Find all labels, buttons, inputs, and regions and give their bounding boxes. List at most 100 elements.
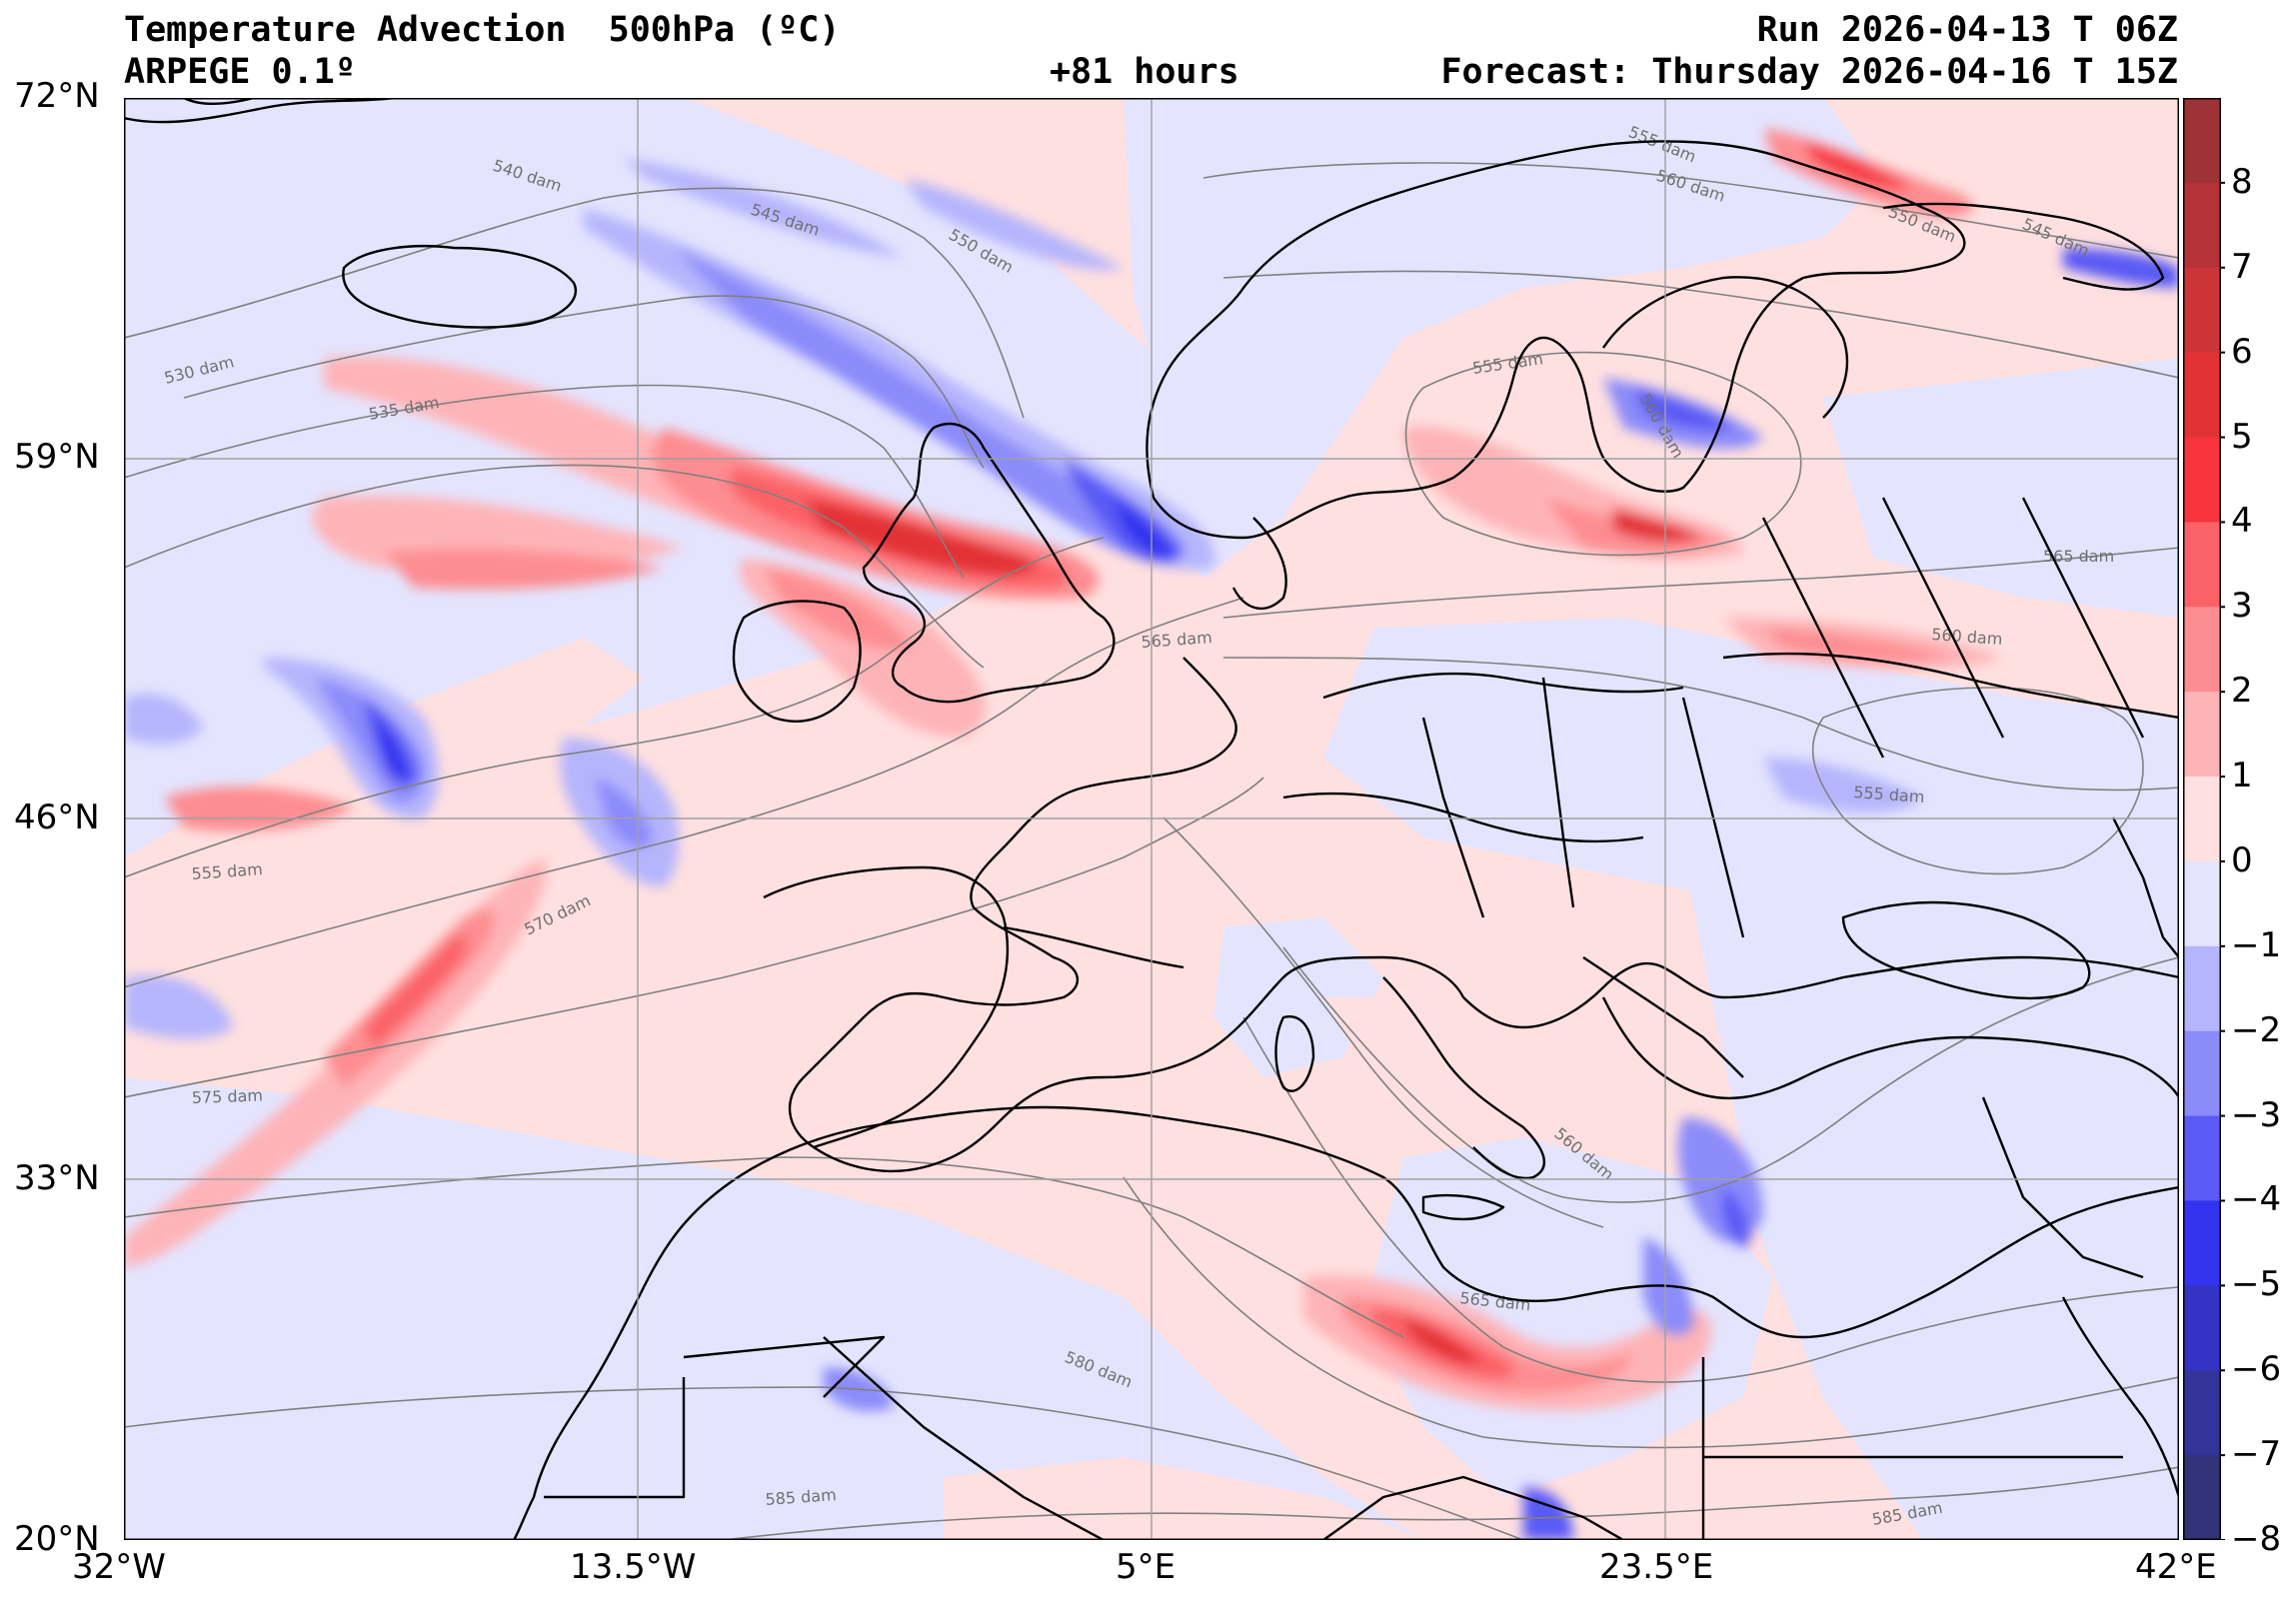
warm-band-british-isles xyxy=(312,356,1100,738)
west-sahara-coast xyxy=(512,1286,646,1540)
contour-label: 585 dam xyxy=(765,1485,837,1509)
colorbar-swatch xyxy=(2183,607,2221,693)
geopotential-contours xyxy=(124,162,2179,1540)
colorbar-tick-label: 5 xyxy=(2231,416,2253,457)
colorbar-tick-label: −6 xyxy=(2231,1349,2282,1390)
colorbar-swatch xyxy=(2183,522,2221,608)
lead-time: +81 hours xyxy=(1050,52,1239,92)
eastern-europe-4 xyxy=(2021,497,2145,739)
colorbar-tick-label: −3 xyxy=(2231,1094,2282,1135)
ireland xyxy=(732,600,862,723)
algeria-mali-border xyxy=(823,1336,1105,1540)
colorbar-tick-label: −2 xyxy=(2231,1009,2282,1050)
colorbar-tick-label: −8 xyxy=(2231,1519,2282,1559)
colorbar-tick-label: −1 xyxy=(2231,924,2282,965)
contour-label: 565 dam xyxy=(2043,547,2114,566)
iberia xyxy=(763,865,1010,1149)
coastlines xyxy=(124,98,2179,1540)
colorbar-swatch xyxy=(2183,692,2221,778)
cold-band-north-sea xyxy=(584,158,1215,570)
cold-band-atlantic xyxy=(124,658,679,1039)
finland-russia xyxy=(1602,276,1849,419)
colorbar-swatch xyxy=(2183,1030,2221,1117)
western-europe xyxy=(789,657,2179,1173)
colorbar-swatch xyxy=(2183,352,2221,439)
advection-map: 540 dam 545 dam 550 dam 530 dam 535 dam … xyxy=(124,98,2179,1540)
colorbar-tick-label: −4 xyxy=(2231,1179,2282,1220)
lon-label: 13.5°W xyxy=(570,1547,697,1587)
kola xyxy=(1882,202,2165,291)
lon-label: 5°E xyxy=(1116,1547,1176,1587)
middle-east xyxy=(1981,1096,2144,1279)
denmark xyxy=(1231,517,1287,610)
model-name: ARPEGE 0.1º xyxy=(124,52,356,92)
lat-label: 59°N xyxy=(14,437,100,477)
colorbar-frame xyxy=(2183,98,2221,1540)
contour-label: 565 dam xyxy=(1141,628,1212,652)
iceland xyxy=(342,245,578,329)
central-europe-2 xyxy=(1282,792,1644,843)
greenland-coast xyxy=(124,98,395,124)
colorbar-swatch xyxy=(2183,1115,2221,1201)
lon-label: 42°E xyxy=(2135,1547,2217,1587)
mauritania-border xyxy=(544,1377,686,1499)
colorbar-tick-label: 2 xyxy=(2231,671,2253,712)
caspian xyxy=(2111,816,2179,958)
central-europe-3 xyxy=(1421,717,1485,918)
central-europe-1 xyxy=(1322,672,1684,700)
greece-turkey xyxy=(1601,996,2179,1100)
colorbar-tick-label: 8 xyxy=(2231,161,2253,202)
eastern-europe-2 xyxy=(1881,497,2005,739)
colorbar-swatch xyxy=(2183,860,2221,947)
forecast-time: Forecast: Thursday 2026-04-16 T 15Z xyxy=(1440,52,2178,92)
lon-label: 23.5°E xyxy=(1599,1547,1714,1587)
lat-label: 33°N xyxy=(14,1158,100,1198)
sicily xyxy=(1421,1193,1505,1221)
central-europe-5 xyxy=(1681,697,1745,938)
sardinia xyxy=(1274,1015,1315,1092)
chart-title: Temperature Advection 500hPa (ºC) xyxy=(124,10,841,50)
colorbar-swatch xyxy=(2183,945,2221,1032)
colorbar-swatch xyxy=(2183,1200,2221,1286)
contour-label: 575 dam xyxy=(191,1086,263,1107)
colorbar-tick-label: 0 xyxy=(2231,839,2253,880)
north-africa xyxy=(642,1105,2179,1339)
colorbar-swatch xyxy=(2183,267,2221,354)
lat-label: 46°N xyxy=(14,798,100,837)
france-spain xyxy=(1003,925,1184,969)
colorbar-swatch xyxy=(2183,98,2221,184)
libya-chad xyxy=(1322,1475,1624,1540)
colorbar-swatch xyxy=(2183,437,2221,523)
contour-label: 555 dam xyxy=(1853,783,1925,806)
balkans xyxy=(1582,956,1744,1078)
red-sea xyxy=(2061,1296,2179,1498)
colorbar-tick-label: 4 xyxy=(2231,501,2253,542)
warm-band-scandinavia-baltic xyxy=(1403,128,2003,670)
colorbar-tick-label: −5 xyxy=(2231,1264,2282,1305)
map-frame xyxy=(124,98,2179,1540)
cold-band-baltic-eastern xyxy=(824,248,2179,1540)
run-time: Run 2026-04-13 T 06Z xyxy=(1756,10,2178,50)
contour-label: 555 dam xyxy=(191,859,263,883)
lat-label: 72°N xyxy=(14,76,100,116)
colorbar-swatch xyxy=(2183,777,2221,862)
colorbar-swatch xyxy=(2183,1285,2221,1371)
colorbar-tick-label: 1 xyxy=(2231,756,2253,797)
great-britain xyxy=(862,422,1116,704)
black-sea xyxy=(1841,900,2091,1000)
colorbar-tick-label: 7 xyxy=(2231,246,2253,287)
colorbar-tick-label: −7 xyxy=(2231,1434,2282,1475)
colorbar-tick-label: 6 xyxy=(2231,331,2253,372)
eastern-europe-1 xyxy=(1761,517,1885,759)
scandinavia xyxy=(1146,140,1966,540)
lon-label: 32°W xyxy=(72,1547,166,1587)
colorbar-tick-label: 3 xyxy=(2231,586,2253,627)
colorbar-swatch xyxy=(2183,182,2221,269)
lat-label: 20°N xyxy=(14,1519,100,1559)
eastern-europe-3 xyxy=(1722,652,2179,720)
graticule xyxy=(124,98,2179,1540)
colorbar-swatch xyxy=(2183,1455,2221,1540)
central-europe-4 xyxy=(1541,677,1575,908)
colorbar-swatch xyxy=(2183,1370,2221,1456)
warm-band-atlantic-sw xyxy=(124,787,546,1267)
